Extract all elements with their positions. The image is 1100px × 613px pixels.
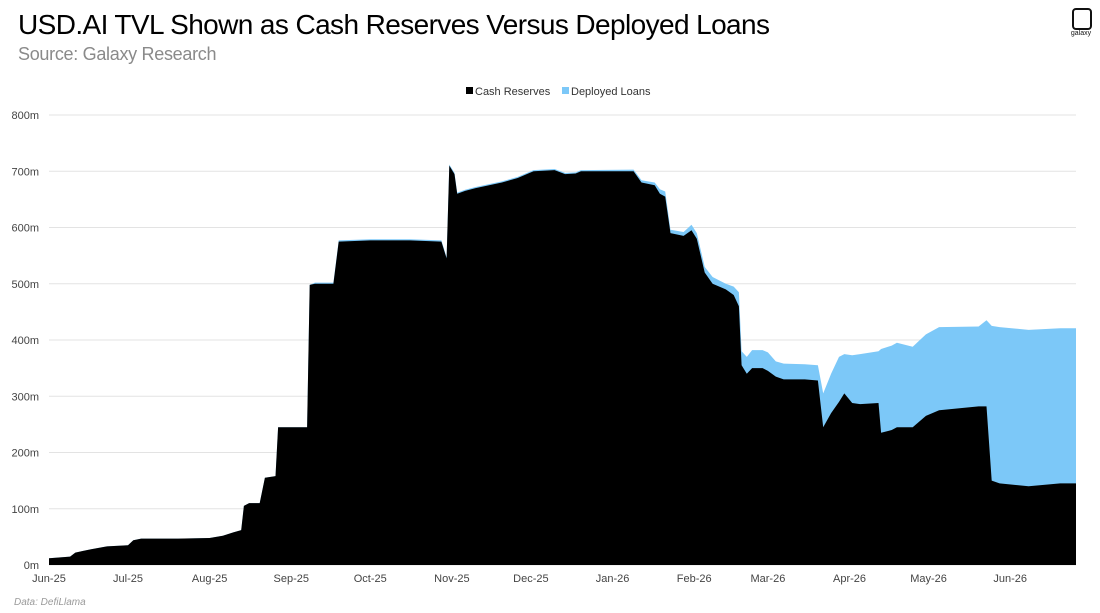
legend-label-cash-reserves: Cash Reserves <box>475 86 551 98</box>
x-tick-label: Jan-26 <box>596 573 630 585</box>
y-tick-label: 500m <box>11 279 39 291</box>
x-tick-label: Apr-26 <box>833 573 866 585</box>
x-tick-label: Dec-25 <box>513 573 548 585</box>
y-tick-label: 0m <box>24 560 39 572</box>
legend-swatch-deployed-loans <box>562 87 569 94</box>
legend-swatch-cash-reserves <box>466 87 473 94</box>
y-tick-label: 700m <box>11 166 39 178</box>
x-tick-label: Jul-25 <box>113 573 143 585</box>
series-area-cash-reserves <box>49 165 1076 565</box>
y-tick-label: 400m <box>11 335 39 347</box>
x-tick-label: Sep-25 <box>274 573 309 585</box>
y-tick-label: 300m <box>11 391 39 403</box>
galaxy-logo: galaxy <box>1066 8 1096 38</box>
x-tick-label: Aug-25 <box>192 573 227 585</box>
x-tick-label: Jun-25 <box>32 573 66 585</box>
x-tick-label: Jun-26 <box>993 573 1027 585</box>
y-tick-label: 600m <box>11 223 39 235</box>
x-tick-label: Nov-25 <box>434 573 469 585</box>
chart-subtitle: Source: Galaxy Research <box>18 44 217 64</box>
chart-title: USD.AI TVL Shown as Cash Reserves Versus… <box>18 9 770 40</box>
y-tick-label: 200m <box>11 448 39 460</box>
legend-label-deployed-loans: Deployed Loans <box>571 86 651 98</box>
x-tick-label: May-26 <box>910 573 947 585</box>
galaxy-logo-icon <box>1072 8 1092 30</box>
galaxy-logo-text: galaxy <box>1070 30 1092 37</box>
x-tick-label: Oct-25 <box>354 573 387 585</box>
x-tick-label: Feb-26 <box>677 573 712 585</box>
data-source-note: Data: DefiLlama <box>14 597 86 608</box>
y-tick-label: 800m <box>11 110 39 122</box>
y-tick-label: 100m <box>11 504 39 516</box>
x-tick-label: Mar-26 <box>750 573 785 585</box>
